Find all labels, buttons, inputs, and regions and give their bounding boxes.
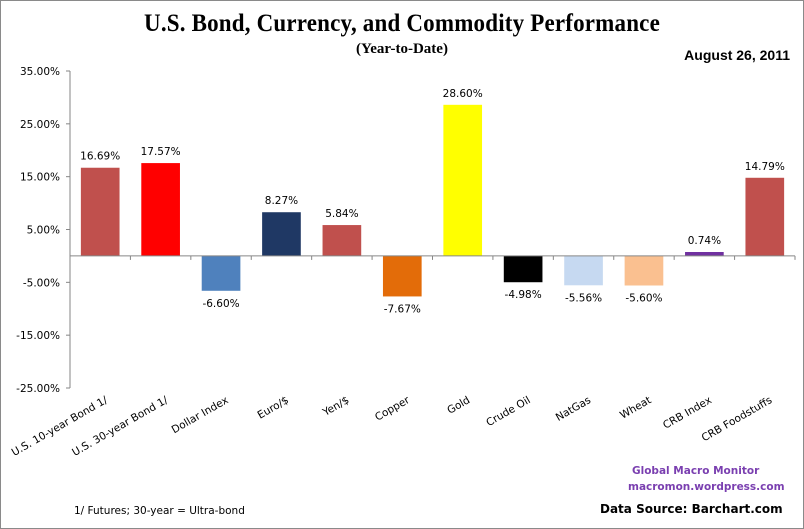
- data-label: -6.60%: [202, 298, 239, 310]
- data-label: -5.60%: [625, 293, 662, 305]
- data-label: 0.74%: [688, 235, 721, 247]
- x-tick-label: Euro/$: [255, 394, 290, 421]
- bar: [685, 252, 724, 256]
- bar: [141, 163, 180, 256]
- chart-subtitle: (Year-to-Date): [356, 41, 448, 57]
- data-labels: 16.69% 17.57% -6.60% 8.27% 5.84% -7.67% 28.60%…: [80, 88, 785, 316]
- y-tick-label: -5.00%: [23, 277, 60, 289]
- data-source: Data Source: Barchart.com: [600, 502, 783, 516]
- chart-date: August 26, 2011: [684, 47, 790, 63]
- data-label: -4.98%: [505, 289, 542, 301]
- bar: [322, 225, 362, 256]
- x-tick-label: Dollar Index: [170, 394, 231, 436]
- data-label: -5.56%: [565, 292, 602, 304]
- x-tick-label: CRB Index: [661, 394, 714, 431]
- data-label: 17.57%: [141, 146, 181, 158]
- bar: [564, 255, 603, 286]
- data-label: 16.69%: [80, 151, 120, 163]
- brand-url: macromon.wordpress.com: [628, 481, 785, 493]
- x-tick-label: U.S. 30-year Bond 1/: [70, 394, 170, 459]
- bar: [443, 104, 483, 256]
- bar: [503, 255, 543, 283]
- bar: [745, 177, 785, 256]
- chart-title: U.S. Bond, Currency, and Commodity Perfo…: [144, 10, 660, 37]
- y-tick-label: 5.00%: [27, 225, 60, 237]
- data-label: -7.67%: [384, 303, 421, 315]
- y-tick-label: 15.00%: [20, 172, 60, 184]
- y-tick-label: -15.00%: [16, 330, 60, 342]
- x-tick-label: Crude Oil: [484, 394, 532, 429]
- x-tick-label: Gold: [445, 394, 472, 416]
- y-tick-label: -25.00%: [16, 383, 60, 395]
- data-label: 8.27%: [265, 195, 298, 207]
- y-axis: 35.00% 25.00% 15.00% 5.00% -5.00% -15.00% -25.…: [16, 66, 71, 395]
- y-tick-label: 25.00%: [20, 119, 60, 131]
- data-label: 14.79%: [745, 161, 785, 173]
- x-tick-label: Wheat: [618, 394, 653, 421]
- x-axis: [69, 255, 796, 260]
- category-labels: U.S. 10-year Bond 1/U.S. 30-year Bond 1/…: [10, 394, 775, 459]
- y-tick-label: 35.00%: [20, 66, 60, 78]
- x-tick-label: NatGas: [554, 394, 593, 424]
- bar: [624, 255, 664, 286]
- data-label: 5.84%: [325, 208, 358, 220]
- brand-name: Global Macro Monitor: [632, 465, 760, 477]
- data-label: 28.60%: [443, 88, 483, 100]
- x-tick-label: U.S. 10-year Bond 1/: [10, 394, 110, 459]
- bars: [80, 104, 785, 297]
- bar: [262, 212, 301, 256]
- footnote: 1/ Futures; 30-year = Ultra-bond: [74, 505, 245, 517]
- bar: [201, 255, 241, 291]
- bar: [382, 255, 422, 297]
- x-tick-label: Copper: [373, 394, 412, 424]
- bar: [80, 167, 120, 256]
- x-tick-label: Yen/$: [320, 394, 351, 419]
